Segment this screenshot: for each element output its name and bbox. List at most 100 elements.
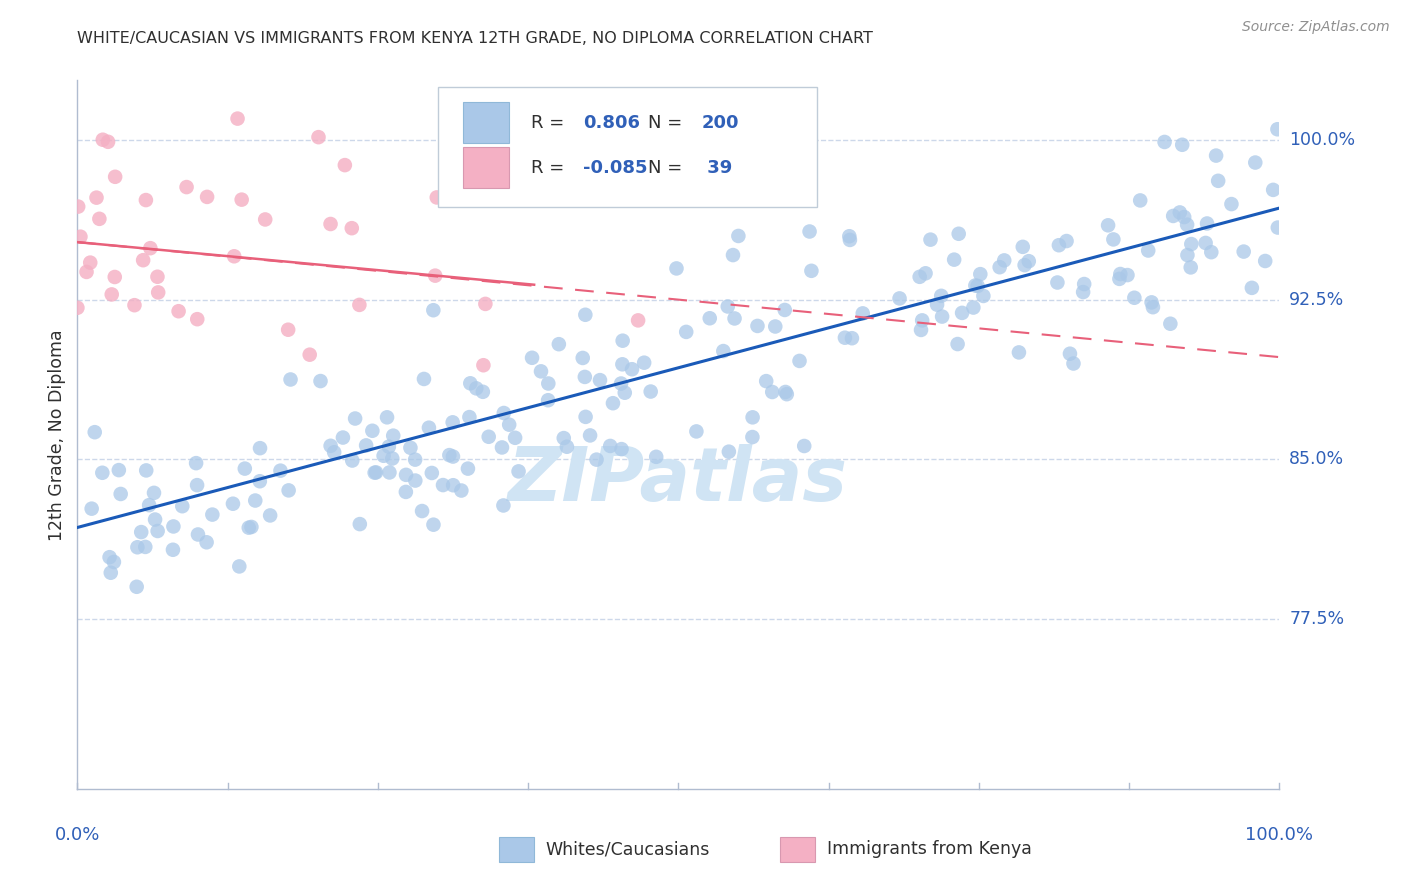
Text: R =: R =: [530, 114, 569, 132]
Point: [135, 193, 157, 207]
Point: [925, 298, 948, 312]
Point: [1011, 240, 1033, 254]
Point: [138, 498, 160, 512]
Point: [747, 318, 769, 333]
Point: [574, 308, 596, 322]
Point: [98, 550, 121, 565]
Point: [418, 420, 440, 434]
Point: [1059, 347, 1081, 361]
Point: [841, 331, 863, 345]
Point: [373, 449, 395, 463]
Point: [1046, 276, 1069, 290]
Point: [1205, 148, 1227, 162]
Point: [66, 301, 89, 315]
Point: [1108, 272, 1130, 286]
Point: [201, 508, 224, 522]
Point: [665, 261, 688, 276]
Point: [441, 415, 464, 429]
Point: [965, 278, 987, 293]
Point: [717, 444, 740, 458]
Point: [838, 233, 860, 247]
Point: [186, 478, 208, 492]
Point: [162, 542, 184, 557]
Point: [1177, 248, 1199, 262]
Point: [1123, 291, 1146, 305]
Point: [645, 450, 668, 464]
Point: [530, 364, 553, 378]
Point: [399, 441, 422, 455]
Point: [929, 289, 952, 303]
Point: [80, 501, 103, 516]
Point: [422, 517, 444, 532]
Point: [319, 439, 342, 453]
Point: [127, 541, 149, 555]
Point: [627, 183, 650, 197]
Text: 85.0%: 85.0%: [1289, 450, 1344, 468]
Point: [1206, 174, 1229, 188]
Point: [238, 521, 260, 535]
Point: [231, 193, 253, 207]
Point: [627, 313, 650, 327]
Point: [1073, 277, 1095, 291]
Point: [245, 493, 267, 508]
Text: WHITE/CAUCASIAN VS IMMIGRANTS FROM KENYA 12TH GRADE, NO DIPLOMA CORRELATION CHAR: WHITE/CAUCASIAN VS IMMIGRANTS FROM KENYA…: [77, 31, 873, 46]
Point: [280, 372, 302, 386]
Point: [553, 431, 575, 445]
FancyBboxPatch shape: [463, 103, 509, 144]
Point: [395, 467, 418, 482]
Point: [361, 424, 384, 438]
Point: [226, 112, 249, 126]
Point: [1014, 258, 1036, 272]
Point: [458, 410, 481, 425]
Point: [1267, 220, 1289, 235]
Point: [458, 376, 481, 391]
Point: [633, 356, 655, 370]
Point: [146, 524, 169, 538]
Point: [773, 302, 796, 317]
Point: [249, 441, 271, 455]
Point: [354, 438, 377, 452]
Point: [186, 312, 208, 326]
Point: [571, 351, 593, 365]
Point: [585, 452, 607, 467]
Point: [950, 306, 973, 320]
Point: [908, 269, 931, 284]
Point: [589, 373, 612, 387]
Point: [103, 555, 125, 569]
Point: [721, 248, 744, 262]
Text: 92.5%: 92.5%: [1289, 291, 1344, 309]
Point: [172, 499, 194, 513]
Text: 100.0%: 100.0%: [1246, 825, 1313, 844]
Point: [148, 285, 170, 300]
Point: [100, 287, 122, 301]
Point: [319, 217, 342, 231]
Point: [340, 221, 363, 235]
Point: [1233, 244, 1256, 259]
Point: [612, 357, 634, 371]
Point: [962, 301, 984, 315]
Point: [426, 190, 449, 204]
Point: [911, 313, 934, 327]
Point: [547, 337, 569, 351]
Point: [222, 497, 245, 511]
Point: [610, 376, 633, 391]
Point: [492, 499, 515, 513]
Point: [741, 410, 763, 425]
Point: [240, 520, 263, 534]
Point: [1171, 137, 1194, 152]
Point: [432, 478, 454, 492]
Point: [755, 374, 778, 388]
Point: [308, 130, 330, 145]
Point: [1008, 345, 1031, 359]
Point: [610, 442, 633, 456]
Point: [1137, 244, 1160, 258]
Point: [723, 311, 745, 326]
Point: [993, 253, 1015, 268]
Point: [1056, 234, 1078, 248]
Point: [640, 384, 662, 399]
Point: [363, 466, 385, 480]
Point: [465, 381, 488, 395]
Point: [298, 348, 321, 362]
Point: [537, 393, 560, 408]
Point: [228, 559, 250, 574]
